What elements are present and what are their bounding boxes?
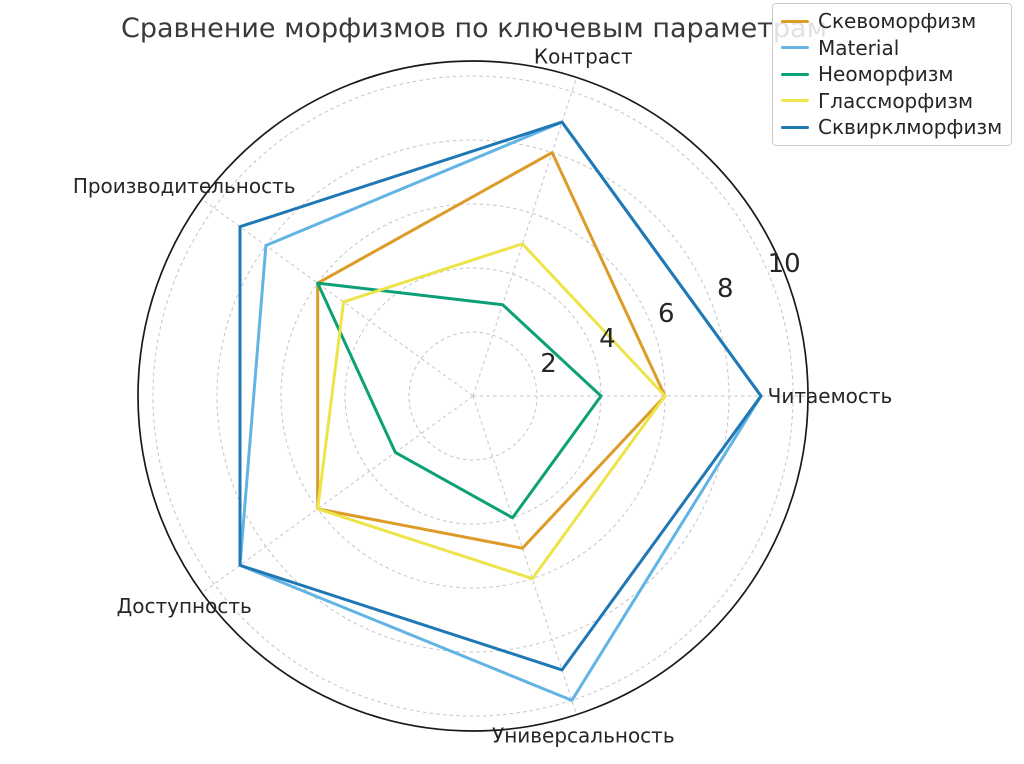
- series-Скевоморфизм: [316, 151, 667, 550]
- category-labels: Контраст Читаемость Универсальность Доступн…: [73, 44, 893, 747]
- outer-spine-circle: [137, 60, 809, 732]
- gridline-circle: [408, 331, 538, 461]
- axis-spoke: [472, 77, 577, 397]
- radial-tick-label: 4: [599, 324, 616, 354]
- legend-swatch-line: [781, 99, 809, 103]
- axis-spoke: [201, 198, 474, 397]
- axis-spokes: [201, 77, 808, 715]
- category-label-0: Контраст: [534, 44, 633, 68]
- category-label-3: Доступность: [117, 594, 252, 618]
- radial-tick-label: 2: [540, 349, 557, 379]
- legend-swatch-line: [781, 72, 809, 76]
- legend-item: Глассморфизм: [781, 88, 1003, 115]
- radial-tick-label: 10: [768, 249, 801, 279]
- legend-swatch-line: [781, 125, 809, 129]
- legend-label: Неоморфизм: [818, 62, 954, 87]
- legend-label: Сквирклморфизм: [818, 115, 1003, 140]
- axis-spoke: [201, 395, 474, 594]
- category-label-2: Универсальность: [492, 724, 675, 748]
- radial-tick-labels: 2 4 6 8 10: [540, 249, 800, 379]
- gridline-circle: [152, 75, 794, 717]
- category-label-1: Читаемость: [768, 384, 893, 408]
- legend-label: Скевоморфизм: [818, 9, 977, 34]
- legend-swatch-line: [781, 46, 809, 50]
- series-Сквирклморфизм: [238, 120, 763, 672]
- legend-swatch-line: [781, 19, 809, 23]
- category-label-4: Производительность: [73, 174, 296, 198]
- legend-item: Неоморфизм: [781, 61, 1003, 88]
- series-Неоморфизм: [316, 281, 603, 520]
- series-polygons: [238, 120, 763, 702]
- axis-spoke: [472, 395, 577, 715]
- legend-label: Material: [818, 35, 900, 60]
- legend-item: Material: [781, 35, 1003, 62]
- chart-title: Сравнение морфизмов по ключевым параметр…: [121, 13, 827, 44]
- legend-item: Скевоморфизм: [781, 8, 1003, 35]
- radial-tick-label: 6: [658, 299, 675, 329]
- series-Глассморфизм: [316, 242, 667, 581]
- legend: Скевоморфизм Material Неоморфизм Глассморфи…: [772, 3, 1012, 146]
- legend-item: Сквирклморфизм: [781, 114, 1003, 141]
- radial-tick-label: 8: [717, 274, 734, 304]
- legend-label: Глассморфизм: [818, 88, 974, 113]
